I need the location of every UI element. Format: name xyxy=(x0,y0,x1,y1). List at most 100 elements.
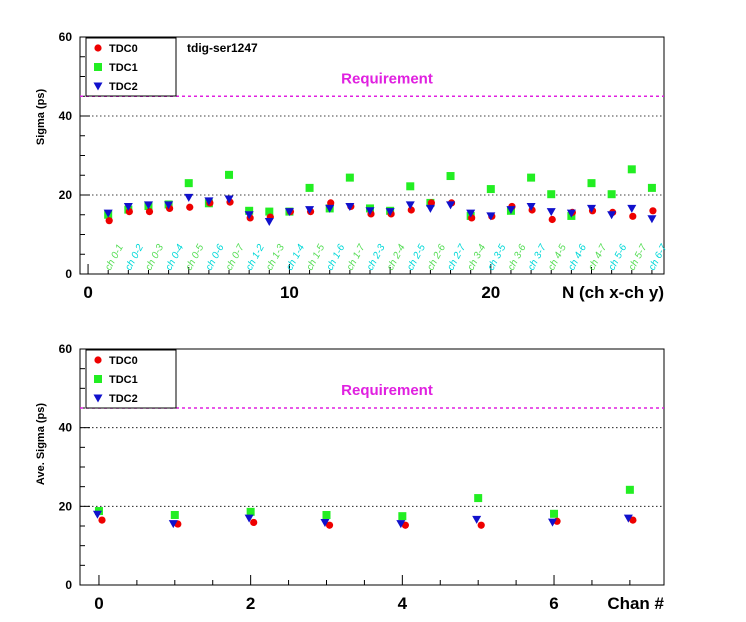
y-axis-label: Sigma (ps) xyxy=(35,89,47,146)
chart-panel-1: 0 20 40 60 0 10 20 N (ch x-ch y) Sigma (ps) Requi… xyxy=(35,30,670,302)
data-point-tdc1 xyxy=(170,510,179,519)
data-point-tdc0 xyxy=(250,518,258,527)
x-tick-label: 4 xyxy=(398,594,408,613)
legend-marker xyxy=(94,63,102,71)
y-axis-label: Ave. Sigma (ps) xyxy=(35,403,47,485)
legend-marker xyxy=(93,82,103,91)
data-point-tdc0 xyxy=(427,199,436,207)
data-point-tdc2 xyxy=(385,208,395,217)
category-label: ch 0-1 xyxy=(103,243,126,273)
legend-marker xyxy=(93,394,103,403)
x-tick-label: 0 xyxy=(83,283,92,302)
data-point-tdc0 xyxy=(125,207,133,216)
data-point-tdc0 xyxy=(325,521,334,529)
data-point-tdc2 xyxy=(587,204,597,213)
data-point-tdc0 xyxy=(105,217,113,225)
data-point-tdc1 xyxy=(547,190,556,199)
legend-entry: TDC1 xyxy=(109,374,138,386)
data-point-tdc2 xyxy=(546,208,556,217)
y-tick-label: 40 xyxy=(59,109,73,123)
data-point-tdc0 xyxy=(548,215,556,224)
data-point-tdc2 xyxy=(184,193,194,202)
x-tick-label: 10 xyxy=(280,283,299,302)
data-point-tdc2 xyxy=(164,201,174,210)
data-point-tdc1 xyxy=(550,509,559,518)
data-point-tdc0 xyxy=(327,199,335,207)
data-point-tdc2 xyxy=(446,201,456,210)
data-point-tdc1 xyxy=(225,170,234,179)
data-point-tdc1 xyxy=(345,173,354,182)
data-point-tdc1 xyxy=(527,173,536,182)
x-tick-label: 2 xyxy=(246,594,255,613)
data-point-tdc0 xyxy=(477,521,485,529)
legend-entry: TDC0 xyxy=(109,43,138,55)
data-point-tdc2 xyxy=(123,202,133,211)
data-point-tdc2 xyxy=(320,518,330,527)
data-point-tdc2 xyxy=(506,206,516,215)
data-point-tdc2 xyxy=(365,207,375,216)
data-point-tdc2 xyxy=(244,211,254,220)
category-label: ch 6-7 xyxy=(647,242,670,272)
data-point-tdc2 xyxy=(305,206,315,215)
requirement-label: Requirement xyxy=(341,382,433,399)
y-tick-label: 60 xyxy=(59,30,73,44)
data-point-tdc0 xyxy=(407,206,415,214)
chart-panel-2: 0 20 40 60 0 2 4 6 Chan # Ave. Sigma (ps) Requirem… xyxy=(35,342,665,613)
y-tick-label: 20 xyxy=(59,499,73,513)
data-point-tdc2 xyxy=(143,201,153,210)
y-tick-label: 0 xyxy=(65,267,72,281)
data-point-tdc2 xyxy=(244,514,254,523)
data-point-tdc2 xyxy=(607,211,617,220)
data-point-tdc1 xyxy=(474,494,483,503)
x-tick-label: 0 xyxy=(94,594,103,613)
requirement-label: Requirement xyxy=(341,70,433,87)
data-point-tdc1 xyxy=(647,183,656,192)
data-point-tdc0 xyxy=(145,207,154,216)
data-point-tdc0 xyxy=(629,212,637,220)
data-point-tdc2 xyxy=(92,510,102,519)
data-point-tdc1 xyxy=(625,485,634,494)
y-tick-label: 40 xyxy=(59,421,73,435)
data-point-tdc1 xyxy=(322,510,331,519)
x-axis-label: N (ch x-ch y) xyxy=(562,283,664,302)
data-point-tdc2 xyxy=(224,195,234,204)
data-point-tdc0 xyxy=(186,203,194,211)
data-point-tdc2 xyxy=(264,217,274,226)
x-tick-label: 20 xyxy=(481,283,500,302)
legend-marker xyxy=(94,44,102,52)
data-point-tdc0 xyxy=(649,207,657,215)
y-tick-label: 20 xyxy=(59,188,73,202)
data-point-tdc2 xyxy=(204,197,214,206)
data-point-tdc1 xyxy=(607,190,616,199)
data-point-tdc2 xyxy=(647,215,657,224)
data-point-tdc0 xyxy=(401,521,409,529)
data-point-tdc2 xyxy=(168,520,178,529)
data-point-tdc1 xyxy=(305,183,314,192)
legend-entry: TDC1 xyxy=(109,62,138,74)
legend-entry: TDC2 xyxy=(109,393,138,405)
data-point-tdc2 xyxy=(627,204,637,213)
data-point-tdc2 xyxy=(396,520,406,529)
data-point-tdc1 xyxy=(246,507,255,516)
y-tick-label: 60 xyxy=(59,342,73,356)
data-point-tdc1 xyxy=(486,185,495,194)
data-point-tdc2 xyxy=(284,208,294,217)
data-point-tdc1 xyxy=(265,207,274,216)
data-point-tdc2 xyxy=(103,209,113,218)
legend-entry: TDC0 xyxy=(109,355,138,367)
annotation-text: tdig-ser1247 xyxy=(187,41,258,55)
y-tick-label: 0 xyxy=(65,578,72,592)
data-point-tdc2 xyxy=(405,201,415,210)
legend-marker xyxy=(94,375,102,383)
data-point-tdc2 xyxy=(486,212,496,221)
data-point-tdc1 xyxy=(398,512,407,521)
data-point-tdc2 xyxy=(548,518,558,527)
data-point-tdc1 xyxy=(245,206,254,215)
data-point-tdc1 xyxy=(627,165,636,174)
data-point-tdc0 xyxy=(629,516,637,524)
data-point-tdc1 xyxy=(587,179,596,188)
data-point-tdc2 xyxy=(425,204,435,213)
data-point-tdc1 xyxy=(406,182,415,191)
data-point-tdc2 xyxy=(472,515,482,524)
